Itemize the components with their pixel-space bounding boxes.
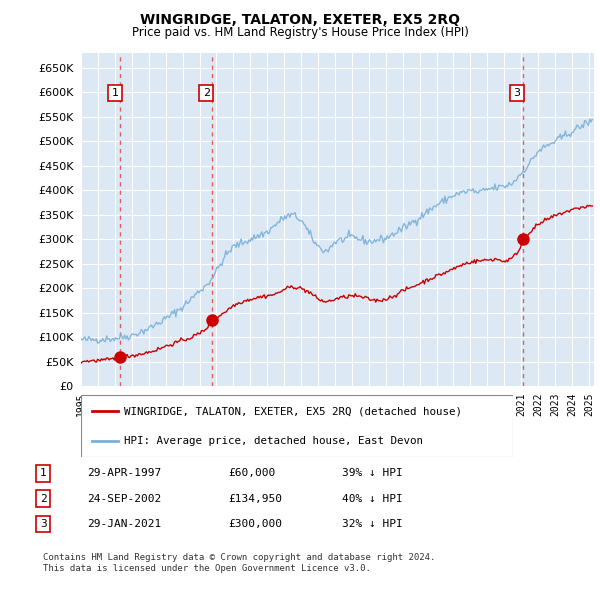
Text: 40% ↓ HPI: 40% ↓ HPI <box>342 494 403 503</box>
Text: Price paid vs. HM Land Registry's House Price Index (HPI): Price paid vs. HM Land Registry's House … <box>131 26 469 39</box>
Text: 24-SEP-2002: 24-SEP-2002 <box>87 494 161 503</box>
Text: 29-JAN-2021: 29-JAN-2021 <box>87 519 161 529</box>
Text: WINGRIDGE, TALATON, EXETER, EX5 2RQ (detached house): WINGRIDGE, TALATON, EXETER, EX5 2RQ (det… <box>124 407 462 417</box>
Text: 32% ↓ HPI: 32% ↓ HPI <box>342 519 403 529</box>
Text: HPI: Average price, detached house, East Devon: HPI: Average price, detached house, East… <box>124 436 423 446</box>
Text: 2: 2 <box>203 88 210 98</box>
Text: £60,000: £60,000 <box>228 468 275 478</box>
Text: 1: 1 <box>40 468 47 478</box>
Text: 29-APR-1997: 29-APR-1997 <box>87 468 161 478</box>
Text: £300,000: £300,000 <box>228 519 282 529</box>
Text: 1: 1 <box>112 88 118 98</box>
Text: 2: 2 <box>40 494 47 503</box>
Text: Contains HM Land Registry data © Crown copyright and database right 2024.
This d: Contains HM Land Registry data © Crown c… <box>43 553 436 573</box>
Text: 39% ↓ HPI: 39% ↓ HPI <box>342 468 403 478</box>
Text: WINGRIDGE, TALATON, EXETER, EX5 2RQ: WINGRIDGE, TALATON, EXETER, EX5 2RQ <box>140 13 460 27</box>
Text: 3: 3 <box>514 88 521 98</box>
Text: 3: 3 <box>40 519 47 529</box>
Text: £134,950: £134,950 <box>228 494 282 503</box>
